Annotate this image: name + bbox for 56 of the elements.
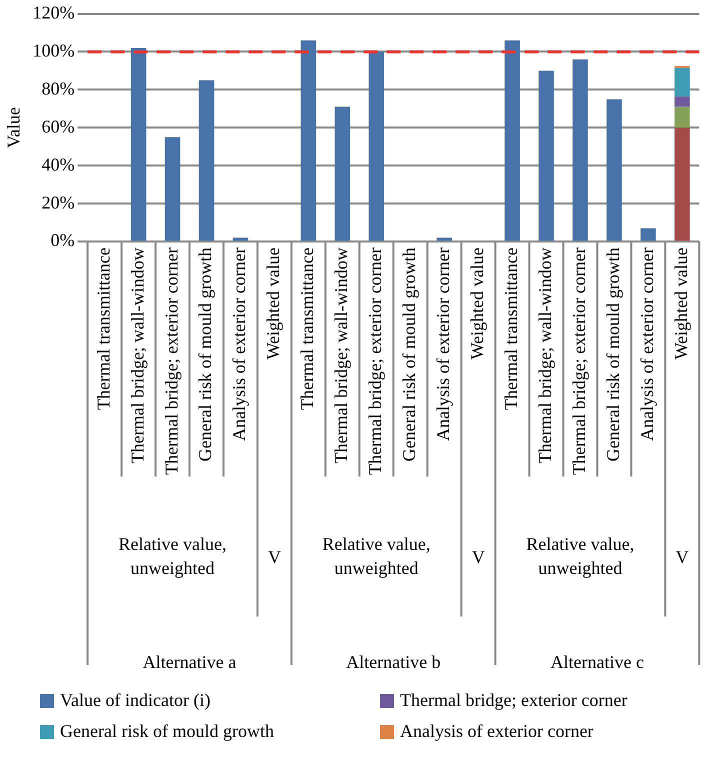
y-axis-title: Value <box>4 107 24 148</box>
y-tick-label: 20% <box>42 192 75 212</box>
x-tick-label: Thermal transmittance <box>93 247 114 410</box>
x-tick-label: Thermal bridge; exterior corner <box>568 247 589 475</box>
x-tick-label: Thermal bridge; exterior corner <box>365 247 386 475</box>
x-tick-label: Weighted value <box>263 247 284 360</box>
y-tick-label: 80% <box>42 78 75 98</box>
bar <box>674 96 690 107</box>
y-tick-label: 40% <box>42 154 75 174</box>
x-tick-label: Thermal bridge; wall-window <box>127 248 148 464</box>
x-tick-label: Analysis of exterior corner <box>636 248 657 441</box>
bar <box>164 137 180 240</box>
text: Alternative b <box>346 650 441 674</box>
bar <box>640 228 656 240</box>
text: V <box>472 546 485 568</box>
x-tick-label: Weighted value <box>467 247 488 360</box>
x-tick-label: General risk of mould growth <box>602 248 623 462</box>
y-tick-label: 100% <box>32 40 75 60</box>
text: V <box>268 546 281 568</box>
text: Relative value, unweighted <box>322 532 430 580</box>
y-tick-label: 120% <box>32 2 75 23</box>
legend-label: Thermal bridge; exterior corner <box>400 690 628 711</box>
bar <box>674 106 690 128</box>
bar <box>606 99 622 240</box>
text: Relative value, unweighted <box>526 532 634 580</box>
bar <box>232 238 248 240</box>
x-tick-label: Analysis of exterior corner <box>229 248 250 441</box>
x-tick-label: Thermal transmittance <box>297 247 318 410</box>
text: Alternative c <box>550 650 644 674</box>
text: V <box>676 546 689 568</box>
x-tick-label: General risk of mould growth <box>399 248 420 462</box>
x-tick-label: General risk of mould growth <box>195 248 216 462</box>
legend-label: Analysis of exterior corner <box>400 721 594 742</box>
bar <box>674 128 690 240</box>
x-tick-label: Weighted value <box>670 247 691 360</box>
y-tick-label: 60% <box>42 116 75 136</box>
x-tick-label: Thermal bridge; exterior corner <box>161 247 182 475</box>
x-tick-label: Thermal bridge; wall-window <box>331 248 352 464</box>
text: Alternative a <box>142 650 236 674</box>
x-tick-label: Thermal bridge; wall-window <box>535 248 556 464</box>
bar <box>436 238 452 240</box>
y-tick-label: 0% <box>50 230 75 250</box>
bar <box>368 52 384 240</box>
bar <box>538 70 554 240</box>
bar <box>504 40 520 240</box>
text: Relative value, unweighted <box>118 532 227 580</box>
x-tick-label: Thermal transmittance <box>501 247 522 410</box>
bar <box>674 68 690 96</box>
x-tick-label: Analysis of exterior corner <box>433 248 454 441</box>
bar <box>300 40 316 240</box>
bar <box>334 106 350 240</box>
bar <box>198 80 214 240</box>
legend-label: Value of indicator (i) <box>60 690 210 711</box>
bar <box>130 48 146 240</box>
bar <box>572 59 588 240</box>
legend-label: General risk of mould growth <box>60 721 274 742</box>
